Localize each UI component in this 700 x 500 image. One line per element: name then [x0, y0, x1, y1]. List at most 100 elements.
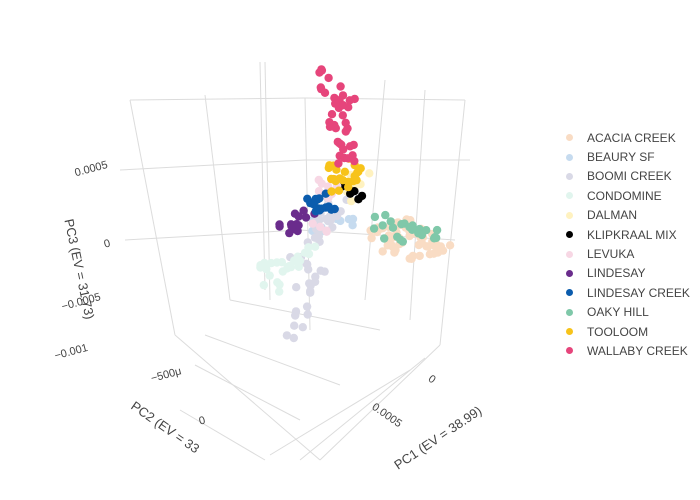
- data-point[interactable]: [422, 242, 431, 251]
- data-point[interactable]: [429, 234, 439, 243]
- data-point[interactable]: [347, 196, 356, 206]
- legend-item[interactable]: CONDOMINE: [562, 186, 700, 205]
- data-point[interactable]: [338, 101, 348, 110]
- legend-item[interactable]: OAKY HILL: [562, 303, 700, 322]
- data-point[interactable]: [352, 175, 361, 185]
- data-point[interactable]: [275, 220, 284, 229]
- data-point[interactable]: [259, 280, 268, 290]
- data-point[interactable]: [397, 220, 406, 229]
- data-point[interactable]: [310, 242, 320, 251]
- data-point[interactable]: [275, 287, 284, 296]
- data-point[interactable]: [386, 217, 395, 226]
- data-point[interactable]: [346, 189, 355, 198]
- legend[interactable]: ACACIA CREEK BEAURY SF BOOMI CREEK CONDOMIN…: [562, 128, 700, 361]
- data-point[interactable]: [302, 302, 312, 311]
- data-point[interactable]: [320, 88, 330, 98]
- data-point[interactable]: [327, 110, 337, 119]
- data-point[interactable]: [310, 277, 320, 286]
- data-point[interactable]: [325, 122, 335, 131]
- data-point[interactable]: [277, 258, 287, 267]
- data-point[interactable]: [275, 280, 284, 289]
- data-point[interactable]: [322, 226, 331, 235]
- data-point[interactable]: [331, 176, 340, 186]
- legend-item[interactable]: DALMAN: [562, 206, 700, 225]
- data-point[interactable]: [405, 223, 414, 232]
- legend-item[interactable]: KLIPKRAAL MIX: [562, 225, 700, 244]
- data-point[interactable]: [334, 159, 343, 168]
- data-point[interactable]: [290, 209, 300, 218]
- data-point[interactable]: [290, 321, 299, 330]
- data-point[interactable]: [344, 215, 354, 224]
- data-point[interactable]: [327, 187, 336, 196]
- data-point[interactable]: [331, 99, 340, 108]
- data-point[interactable]: [345, 142, 355, 151]
- legend-item[interactable]: BOOMI CREEK: [562, 167, 700, 186]
- data-point[interactable]: [285, 228, 294, 238]
- data-point[interactable]: [336, 82, 345, 91]
- data-point[interactable]: [339, 145, 348, 154]
- data-point[interactable]: [299, 206, 308, 215]
- data-point[interactable]: [303, 194, 312, 203]
- data-point[interactable]: [334, 186, 344, 195]
- data-point[interactable]: [365, 169, 374, 178]
- data-point[interactable]: [356, 164, 365, 173]
- data-point[interactable]: [324, 202, 333, 211]
- data-point[interactable]: [338, 111, 347, 120]
- data-point[interactable]: [292, 283, 301, 292]
- data-point[interactable]: [265, 271, 274, 280]
- data-point[interactable]: [291, 311, 300, 320]
- data-point[interactable]: [324, 73, 333, 83]
- data-point[interactable]: [304, 249, 314, 259]
- data-point[interactable]: [343, 154, 353, 163]
- data-point[interactable]: [354, 195, 363, 204]
- data-point[interactable]: [326, 215, 336, 225]
- data-point[interactable]: [287, 222, 296, 231]
- data-point[interactable]: [369, 224, 379, 233]
- data-point[interactable]: [343, 177, 353, 187]
- data-point[interactable]: [390, 248, 399, 257]
- data-point[interactable]: [304, 265, 313, 274]
- data-point[interactable]: [415, 251, 424, 261]
- data-point[interactable]: [348, 221, 357, 230]
- data-point[interactable]: [303, 310, 312, 319]
- legend-item[interactable]: WALLABY CREEK: [562, 341, 700, 360]
- data-point[interactable]: [333, 137, 342, 147]
- legend-item[interactable]: TOOLOOM: [562, 322, 700, 341]
- data-point[interactable]: [285, 261, 294, 271]
- data-point[interactable]: [341, 118, 350, 128]
- data-point[interactable]: [388, 223, 398, 232]
- data-point[interactable]: [378, 221, 387, 230]
- data-point[interactable]: [432, 225, 442, 235]
- data-point[interactable]: [345, 96, 354, 105]
- legend-item[interactable]: ACACIA CREEK: [562, 128, 700, 147]
- data-point[interactable]: [433, 248, 443, 257]
- data-point[interactable]: [398, 237, 407, 246]
- data-point[interactable]: [314, 187, 324, 196]
- data-point[interactable]: [289, 333, 298, 343]
- data-point[interactable]: [324, 163, 333, 173]
- data-point[interactable]: [414, 240, 423, 250]
- data-point[interactable]: [304, 243, 313, 252]
- data-point[interactable]: [298, 323, 307, 332]
- data-point[interactable]: [282, 331, 292, 340]
- data-point[interactable]: [340, 167, 350, 176]
- data-point[interactable]: [315, 206, 324, 215]
- data-point[interactable]: [405, 254, 414, 263]
- data-point[interactable]: [317, 66, 327, 75]
- data-point[interactable]: [378, 247, 387, 256]
- data-point[interactable]: [260, 258, 269, 268]
- data-point[interactable]: [445, 241, 455, 250]
- data-point[interactable]: [295, 256, 305, 265]
- data-point[interactable]: [370, 212, 380, 222]
- legend-item[interactable]: BEAURY SF: [562, 147, 700, 166]
- data-point[interactable]: [381, 210, 390, 220]
- legend-item[interactable]: LEVUKA: [562, 244, 700, 263]
- data-point[interactable]: [425, 250, 435, 259]
- data-point[interactable]: [314, 175, 323, 185]
- data-point[interactable]: [422, 226, 431, 235]
- data-point[interactable]: [320, 267, 329, 276]
- data-point[interactable]: [311, 194, 320, 204]
- data-point[interactable]: [316, 222, 325, 231]
- legend-item[interactable]: LINDESAY: [562, 264, 700, 283]
